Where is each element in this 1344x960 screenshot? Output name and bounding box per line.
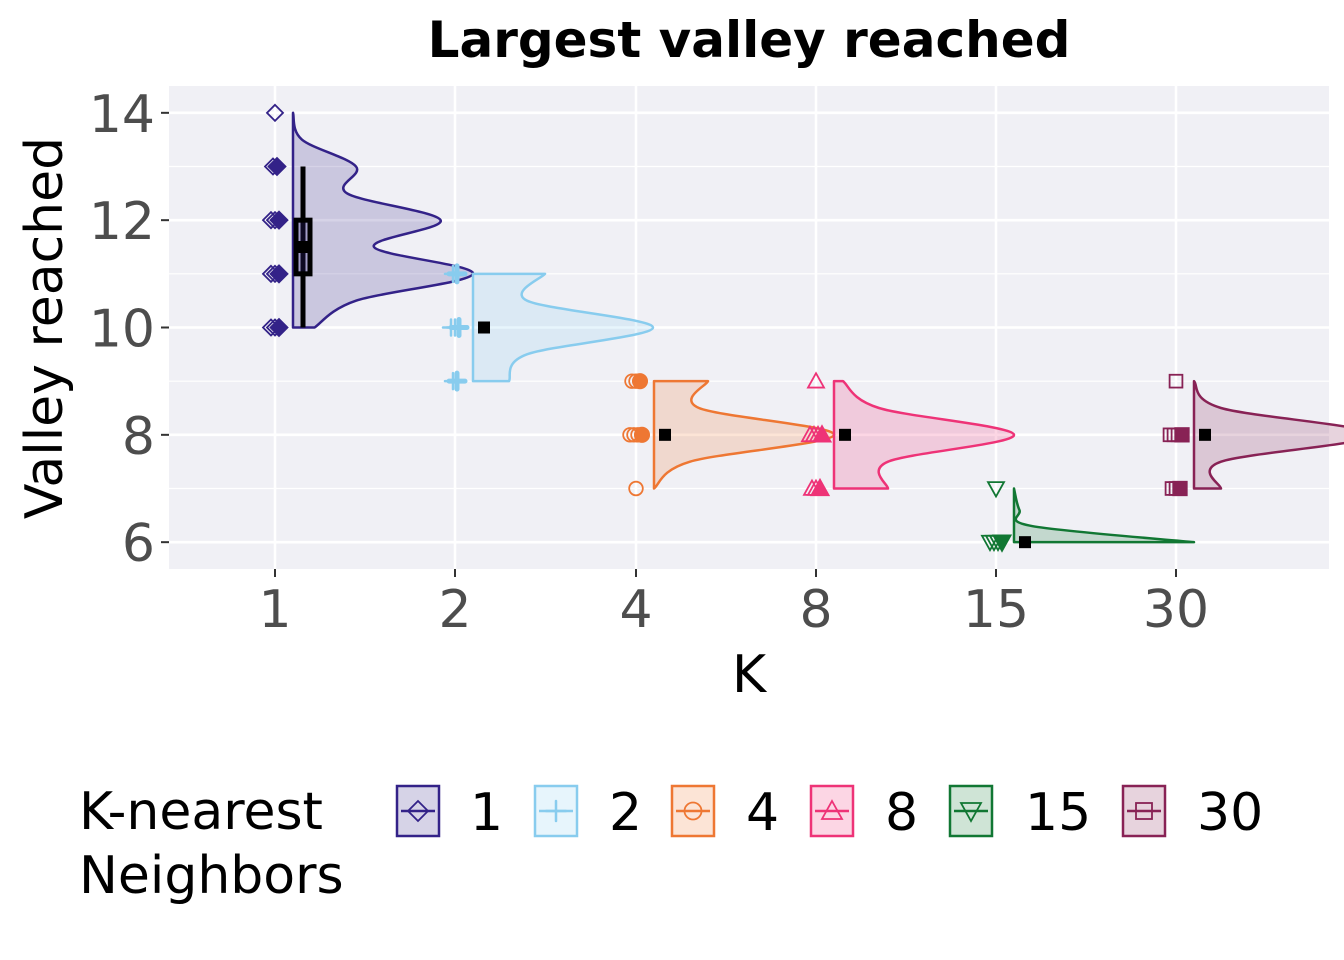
data-point: [446, 370, 468, 392]
legend-key-marker: [959, 802, 983, 823]
legend-key-marker: [406, 799, 430, 823]
mean-marker: [298, 241, 310, 253]
y-tick-label: 14: [89, 85, 155, 145]
legend-label: 1: [470, 783, 503, 843]
data-point: [269, 264, 289, 284]
mean-marker: [659, 428, 671, 441]
x-tick-label: 2: [438, 580, 471, 640]
mean-marker: [839, 428, 851, 441]
legend-label: 8: [885, 783, 918, 843]
data-point: [631, 373, 649, 390]
data-point: [986, 481, 1006, 499]
data-point: [267, 156, 287, 177]
x-tick-label: 30: [1143, 580, 1209, 640]
density-cloud: [1012, 487, 1196, 544]
legend-key-marker: [683, 801, 703, 821]
data-point: [1172, 480, 1188, 497]
mean-marker: [1019, 536, 1031, 549]
x-axis-title: K: [732, 645, 768, 705]
data-point: [809, 477, 831, 497]
raw-points: [261, 103, 1190, 553]
legend-label: 4: [746, 783, 779, 843]
data-point: [633, 426, 651, 443]
legend-title-line-2: Neighbors: [79, 846, 344, 906]
data-point: [806, 371, 826, 389]
x-tick-label: 1: [258, 580, 291, 640]
legend-label: 2: [609, 783, 642, 843]
y-tick-label: 12: [89, 192, 155, 252]
y-axis-ticks: 6 8 10 12 14: [89, 85, 169, 574]
x-axis-ticks: 1 2 4 8 15 30: [258, 569, 1209, 640]
legend-key-marker: [1135, 802, 1153, 820]
x-tick-label: 8: [799, 580, 832, 640]
data-point: [1174, 427, 1190, 443]
data-point: [811, 424, 833, 443]
legend-key-marker: [820, 799, 844, 820]
legend-keys: 1 2 4 8 15 30: [395, 783, 1263, 843]
density-cloud: [291, 111, 475, 329]
density-cloud: [1192, 379, 1344, 490]
data-point: [448, 317, 470, 338]
legend-label: 30: [1197, 783, 1263, 843]
data-point: [628, 480, 644, 497]
y-tick-label: 8: [122, 407, 155, 467]
legend: K-nearest Neighbors 1 2 4 8 15 30: [79, 782, 1263, 906]
legend-label: 15: [1025, 783, 1091, 843]
x-tick-label: 4: [619, 580, 652, 640]
data-point: [269, 210, 289, 230]
density-cloud: [832, 379, 1016, 490]
density-clouds: [291, 111, 1344, 544]
data-point: [991, 534, 1013, 553]
legend-title-line-1: K-nearest: [79, 782, 323, 842]
y-tick-label: 10: [89, 300, 155, 360]
density-cloud: [471, 272, 655, 383]
y-axis-title: Valley reached: [15, 137, 75, 519]
y-tick-label: 6: [122, 514, 155, 574]
data-point: [1168, 373, 1184, 389]
mean-marker: [1199, 428, 1211, 441]
mean-markers: [298, 241, 1211, 549]
x-tick-label: 15: [963, 580, 1029, 640]
data-point: [269, 317, 289, 338]
data-point: [446, 263, 468, 285]
data-point: [265, 103, 285, 123]
chart-title: Largest valley reached: [428, 11, 1071, 69]
mean-marker: [478, 321, 490, 334]
legend-key-marker: [544, 799, 568, 823]
